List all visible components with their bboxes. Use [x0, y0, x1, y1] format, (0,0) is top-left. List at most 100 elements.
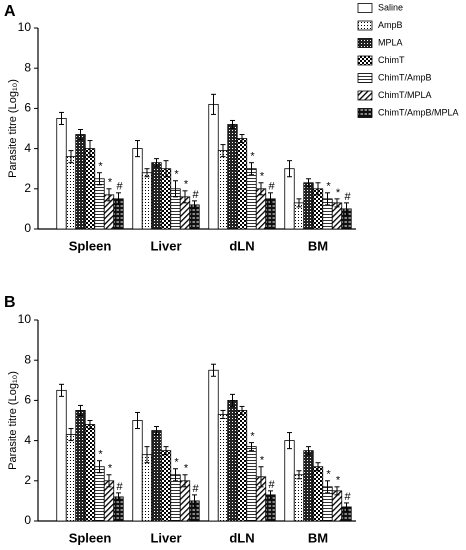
error-bar — [230, 119, 235, 129]
bar — [170, 474, 181, 522]
legend-swatch — [357, 108, 373, 118]
bar — [236, 410, 248, 522]
error-bar — [173, 180, 178, 198]
error-bar — [249, 162, 254, 176]
y-tick-label: 2 — [24, 473, 31, 487]
significance-label: * — [326, 181, 331, 193]
significance-label: * — [98, 161, 103, 173]
bar — [312, 466, 324, 522]
error-bar — [268, 192, 273, 206]
panel-label: B — [4, 294, 16, 311]
bar — [65, 434, 77, 522]
y-axis-label: Parasite titre (Log₁₀) — [7, 79, 19, 178]
bar — [236, 138, 248, 230]
legend-swatch — [357, 55, 373, 66]
error-bar — [258, 182, 264, 196]
significance-label: * — [250, 151, 255, 163]
significance-label: * — [326, 469, 331, 481]
y-tick-label: 4 — [24, 433, 31, 447]
error-bar — [97, 460, 102, 474]
error-bar — [287, 160, 292, 178]
error-bar — [163, 160, 169, 178]
legend-label: ChimT/AmpB/MPLA — [378, 107, 459, 117]
bar — [141, 172, 153, 230]
error-bar — [192, 200, 197, 210]
error-bar — [268, 490, 273, 500]
x-tick-label: Liver — [150, 238, 181, 253]
x-tick-label: dLN — [229, 238, 254, 253]
y-tick-label: 10 — [18, 20, 32, 34]
error-bar — [239, 405, 245, 415]
x-tick-label: dLN — [229, 530, 254, 545]
significance-label: * — [260, 455, 265, 467]
significance-label: * — [250, 431, 255, 443]
error-bar — [182, 190, 188, 204]
bar — [132, 420, 143, 522]
error-bar — [144, 446, 150, 464]
error-bar — [106, 188, 112, 202]
error-bar — [334, 198, 340, 208]
bar — [227, 399, 238, 522]
y-tick-label: 4 — [24, 141, 31, 155]
error-bar — [211, 363, 216, 377]
bar — [94, 466, 105, 522]
significance-label: * — [108, 463, 113, 475]
significance-label: # — [192, 189, 199, 201]
bar — [75, 134, 86, 230]
legend-label: MPLA — [378, 37, 403, 47]
error-bar — [306, 178, 311, 188]
error-bar — [344, 502, 349, 512]
error-bar — [97, 172, 102, 186]
significance-label: # — [344, 491, 351, 503]
error-bar — [220, 409, 226, 419]
bar — [65, 156, 77, 230]
error-bar — [287, 432, 292, 450]
bar — [56, 389, 67, 522]
significance-label: # — [268, 479, 275, 491]
error-bar — [68, 150, 74, 164]
bar — [141, 454, 153, 522]
bar — [284, 440, 295, 522]
error-bar — [344, 202, 349, 216]
y-tick-label: 8 — [24, 352, 31, 366]
significance-label: # — [344, 191, 351, 203]
bar — [160, 450, 172, 522]
legend-swatch — [357, 20, 373, 31]
legend-label: Saline — [378, 2, 403, 12]
y-tick-label: 0 — [24, 513, 31, 527]
error-bar — [59, 111, 64, 125]
error-bar — [87, 420, 93, 430]
x-tick-label: Liver — [150, 530, 181, 545]
bar — [217, 414, 229, 522]
significance-label: # — [268, 181, 275, 193]
bar — [208, 369, 219, 522]
error-bar — [116, 192, 121, 206]
legend-label: ChimT/MPLA — [378, 90, 432, 100]
bar — [56, 118, 67, 230]
legend-swatch — [357, 38, 373, 48]
error-bar — [106, 474, 112, 488]
error-bar — [239, 134, 245, 144]
y-tick-label: 6 — [24, 393, 31, 407]
bar — [84, 148, 96, 230]
bar — [293, 474, 305, 522]
significance-label: * — [174, 457, 179, 469]
y-tick-label: 2 — [24, 181, 31, 195]
error-bar — [334, 486, 340, 496]
error-bar — [144, 168, 150, 178]
error-bar — [87, 140, 93, 158]
bar — [75, 410, 86, 522]
bar — [303, 450, 314, 522]
significance-label: * — [108, 177, 113, 189]
error-bar — [258, 466, 264, 488]
legend-label: ChimT — [378, 55, 405, 65]
significance-label: * — [336, 187, 341, 199]
significance-label: # — [192, 483, 199, 495]
error-bar — [182, 474, 188, 488]
error-bar — [315, 182, 321, 196]
error-bar — [220, 144, 226, 158]
significance-label: * — [184, 463, 189, 475]
bar — [160, 168, 172, 230]
legend-label: ChimT/AmpB — [378, 72, 432, 82]
error-bar — [154, 426, 159, 436]
